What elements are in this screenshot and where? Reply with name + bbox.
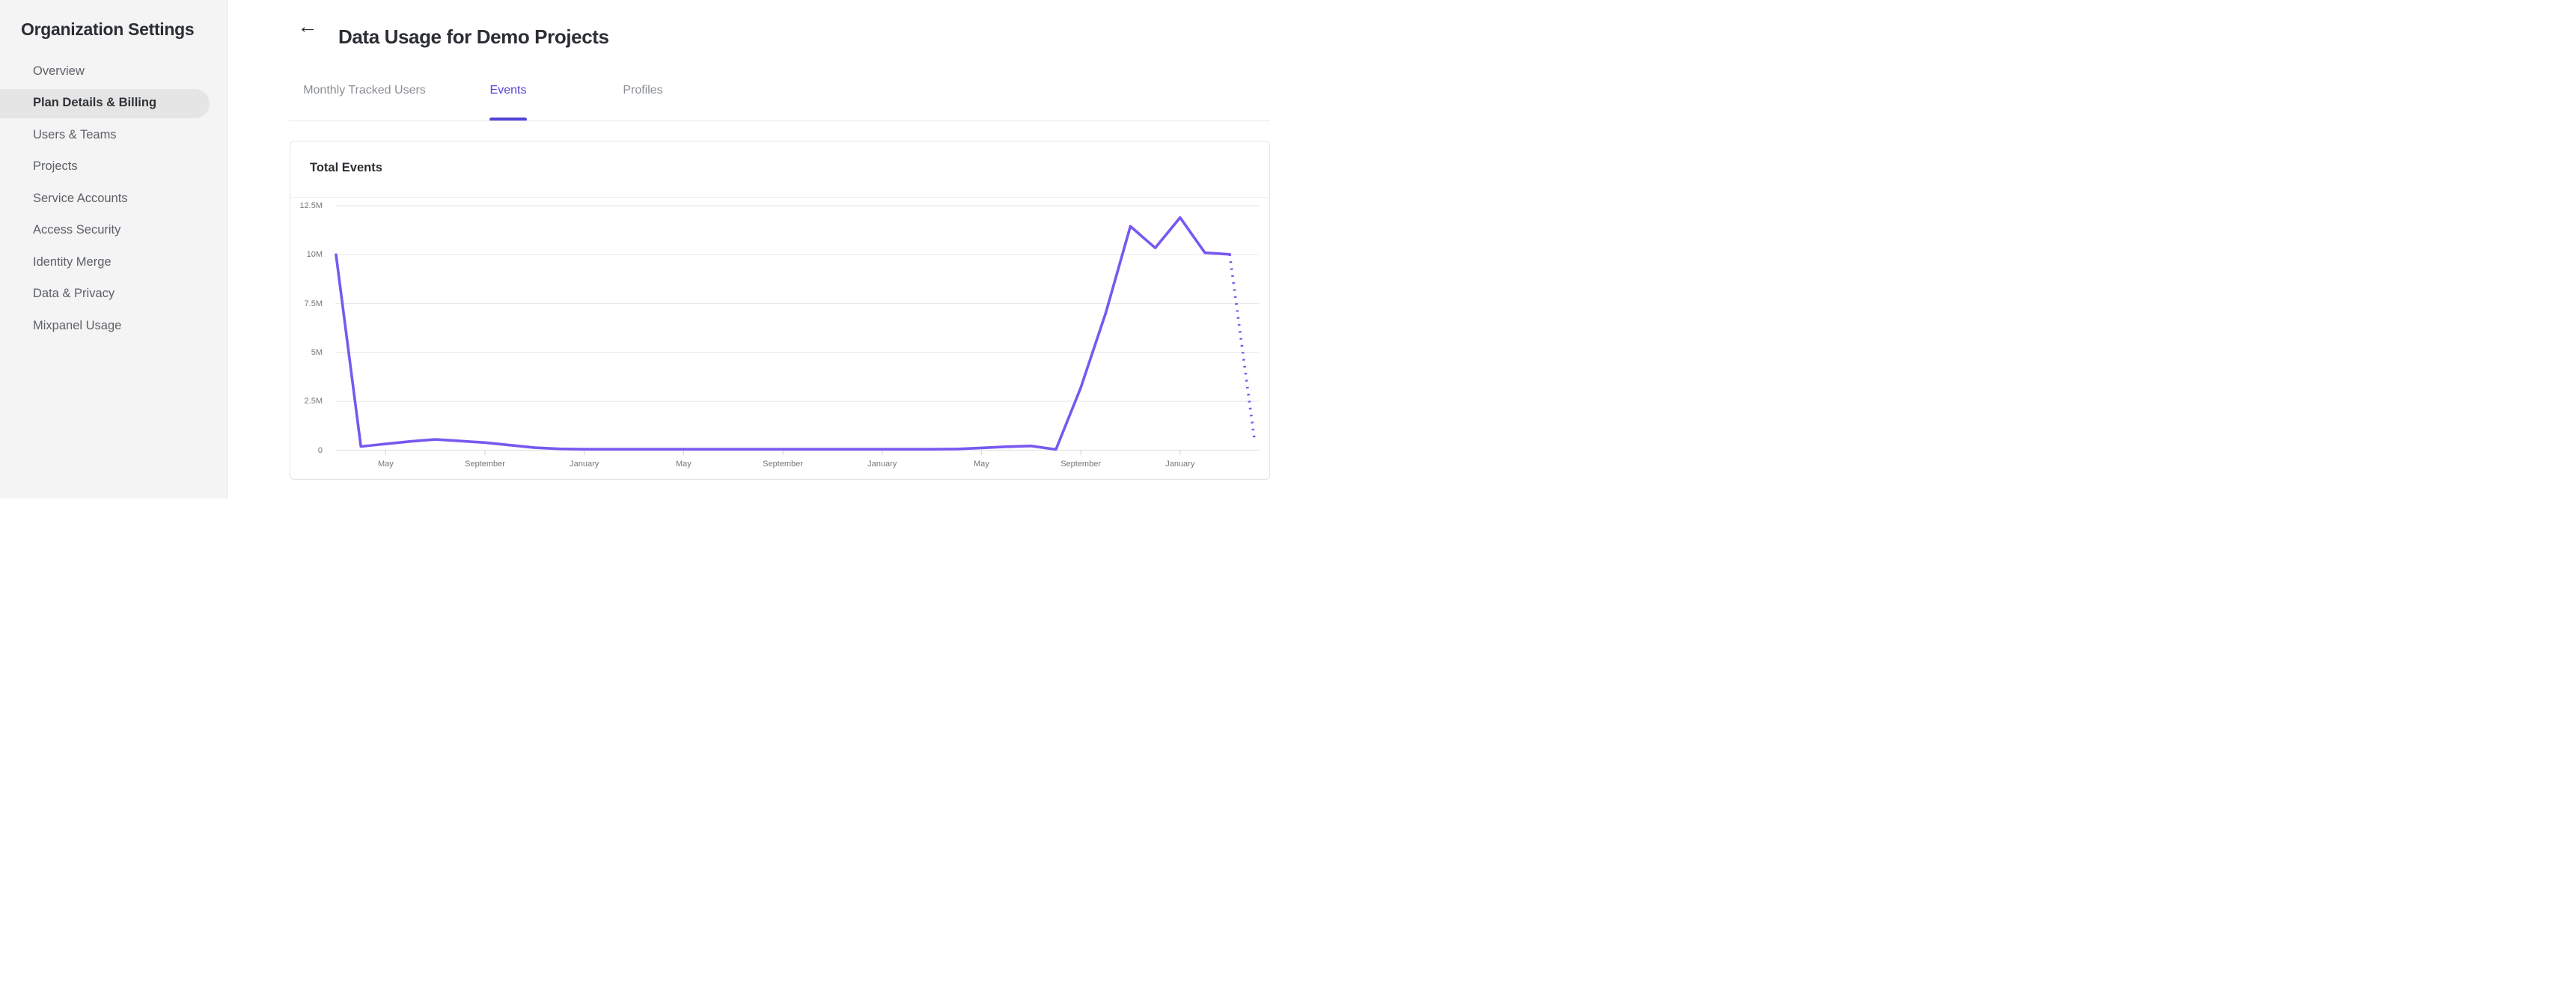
y-axis-label-12-5m: 12.5M xyxy=(299,201,323,211)
y-axis-label-10m: 10M xyxy=(306,250,323,260)
tab-events[interactable]: Events xyxy=(489,84,527,97)
x-axis-label-4-september: September xyxy=(763,460,803,469)
sidebar-item-access-security[interactable]: Access Security xyxy=(0,215,227,247)
sidebar-item-projects[interactable]: Projects xyxy=(0,151,227,183)
sidebar-nav: Overview Plan Details & Billing Users & Te… xyxy=(0,55,227,342)
sidebar-item-service-accounts[interactable]: Service Accounts xyxy=(0,183,227,215)
x-axis-label-6-may: May xyxy=(974,460,989,469)
sidebar-item-label: Service Accounts xyxy=(33,191,128,205)
organization-settings-page: Organization Settings Overview Plan Detai… xyxy=(0,0,1288,498)
y-axis-label-5m: 5M xyxy=(311,347,323,357)
sidebar-item-plan-details-billing[interactable]: Plan Details & Billing xyxy=(0,88,227,120)
arrow-left-icon: ← xyxy=(297,14,318,37)
tab-profiles[interactable]: Profiles xyxy=(623,84,663,97)
x-axis-label-2-january: January xyxy=(570,460,599,469)
sidebar-item-label: Mixpanel Usage xyxy=(33,318,122,332)
x-axis-label-1-september: September xyxy=(465,460,505,469)
sidebar-item-label: Plan Details & Billing xyxy=(33,96,157,110)
sidebar-item-mixpanel-usage[interactable]: Mixpanel Usage xyxy=(0,310,227,342)
sidebar-item-identity-merge[interactable]: Identity Merge xyxy=(0,246,227,278)
settings-sidebar: Organization Settings Overview Plan Detai… xyxy=(0,0,228,498)
sidebar-item-data-privacy[interactable]: Data & Privacy xyxy=(0,278,227,311)
sidebar-item-label: Access Security xyxy=(33,223,121,237)
chart-title: Total Events xyxy=(310,161,382,174)
sidebar-item-users-teams[interactable]: Users & Teams xyxy=(0,119,227,151)
sidebar-item-label: Overview xyxy=(33,64,85,78)
chart-plot-area[interactable] xyxy=(335,202,1260,451)
sidebar-title: Organization Settings xyxy=(21,19,195,39)
x-axis-label-5-january: January xyxy=(867,460,897,469)
sidebar-item-label: Users & Teams xyxy=(33,127,117,141)
x-axis-label-8-january: January xyxy=(1165,460,1195,469)
tab-monthly-tracked-users[interactable]: Monthly Tracked Users xyxy=(303,84,426,97)
sidebar-item-label: Data & Privacy xyxy=(33,287,115,301)
y-axis-label-0: 0 xyxy=(317,445,323,455)
back-button[interactable]: ← xyxy=(295,13,320,39)
x-axis-label-0-may: May xyxy=(377,460,394,469)
active-tab-underline xyxy=(489,118,527,121)
x-axis-label-3-may: May xyxy=(675,460,692,469)
y-axis-label-7-5m: 7.5M xyxy=(304,299,323,308)
sidebar-item-label: Identity Merge xyxy=(33,254,112,269)
page-title: Data Usage for Demo Projects xyxy=(338,25,609,49)
sidebar-item-overview[interactable]: Overview xyxy=(0,55,227,88)
card-header-divider xyxy=(290,196,1269,198)
y-axis-label-2-5m: 2.5M xyxy=(304,397,323,406)
x-axis-label-7-september: September xyxy=(1060,460,1101,469)
sidebar-item-label: Projects xyxy=(33,159,78,174)
